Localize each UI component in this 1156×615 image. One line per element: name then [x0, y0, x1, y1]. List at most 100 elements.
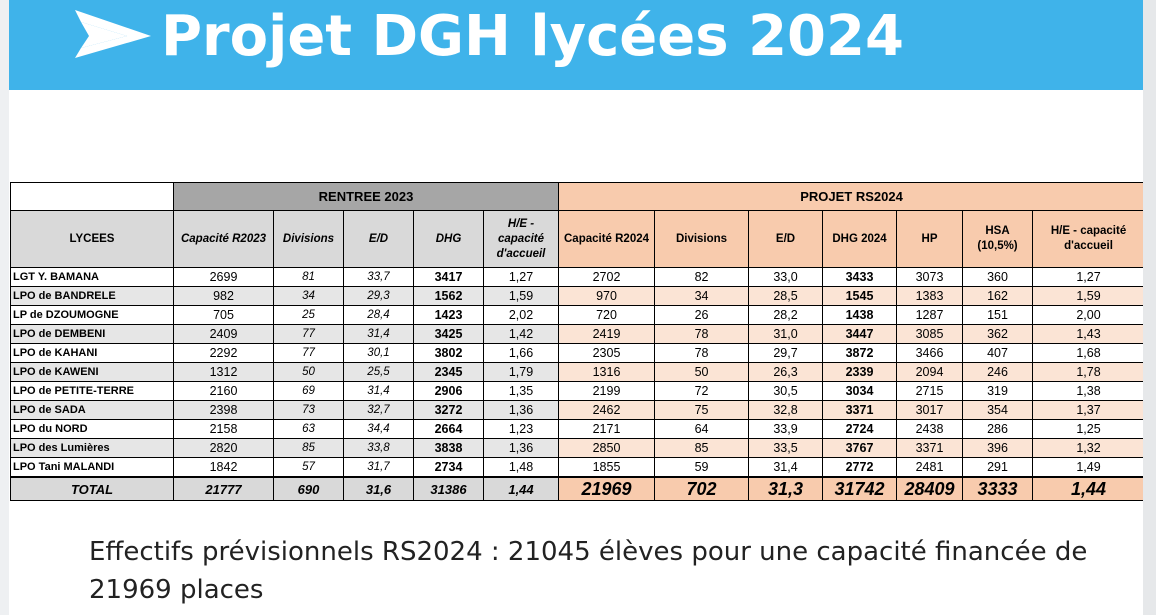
cell-div2024: 34: [654, 286, 750, 306]
cell-div2023: 69: [273, 381, 344, 401]
cell-cap2023: 2409: [173, 324, 274, 344]
cell-hp: 1287: [896, 305, 964, 325]
cell-name: LPO des Lumières: [10, 438, 174, 458]
cell-dhg2023: 2345: [413, 362, 484, 382]
cell-hp: 1383: [896, 286, 964, 306]
cell-ed2024: 30,5: [748, 381, 824, 401]
cell-hp: 3371: [896, 438, 964, 458]
cell-dhg2024: 3034: [822, 381, 898, 401]
cell-div2023: 25: [273, 305, 344, 325]
cell-cap2024: 2171: [558, 419, 656, 439]
cell-dhg2024: 3433: [822, 267, 898, 287]
cell-cap2023: 2292: [173, 343, 274, 363]
cell-div2024: 50: [654, 362, 750, 382]
table-row: LPO de BANDRELE 982 34 29,3 1562 1,59 970 34 28,…: [10, 286, 1146, 306]
col-divisions-2024: Divisions: [654, 210, 750, 268]
cell-div2023: 81: [273, 267, 344, 287]
cell-hsa: 396: [962, 438, 1034, 458]
cell-name: LPO de KAHANI: [10, 343, 174, 363]
title-banner: Projet DGH lycées 2024: [9, 0, 1143, 90]
cell-he2024: 1,78: [1032, 362, 1146, 382]
cell-cap2024: 2850: [558, 438, 656, 458]
table-row: LPO de SADA 2398 73 32,7 3272 1,36 2462 75 32,8 3…: [10, 400, 1146, 420]
group-rentree-2023: RENTREE 2023: [172, 182, 560, 211]
total-hp: 28409: [896, 476, 964, 501]
cell-dhg2023: 3802: [413, 343, 484, 363]
cell-cap2023: 2158: [173, 419, 274, 439]
cell-hsa: 362: [962, 324, 1034, 344]
cell-cap2024: 2305: [558, 343, 656, 363]
group-projet-rs2024: PROJET RS2024: [558, 182, 1146, 211]
cell-cap2023: 2699: [173, 267, 274, 287]
table-row: LPO de KAWENI 1312 50 25,5 2345 1,79 1316 50 26,…: [10, 362, 1146, 382]
cell-dhg2023: 2734: [413, 457, 484, 478]
total-dhg2024: 31742: [822, 476, 898, 501]
cell-dhg2024: 2724: [822, 419, 898, 439]
cell-hp: 2715: [896, 381, 964, 401]
cell-dhg2024: 2339: [822, 362, 898, 382]
cell-hp: 2481: [896, 457, 964, 478]
page-edge: [1143, 0, 1156, 615]
cell-div2024: 26: [654, 305, 750, 325]
cell-cap2024: 2462: [558, 400, 656, 420]
col-ed-2024: E/D: [748, 210, 824, 268]
cell-dhg2024: 3872: [822, 343, 898, 363]
col-dhg-2023: DHG: [413, 210, 484, 268]
col-divisions-2023: Divisions: [273, 210, 344, 268]
total-he2023: 1,44: [482, 476, 560, 501]
col-hsa: HSA (10,5%): [962, 210, 1034, 268]
total-div2023: 690: [273, 476, 344, 501]
cell-cap2024: 970: [558, 286, 656, 306]
cell-ed2023: 31,4: [343, 324, 414, 344]
cell-dhg2023: 2906: [413, 381, 484, 401]
cell-div2024: 59: [654, 457, 750, 478]
cell-ed2024: 33,0: [748, 267, 824, 287]
cell-cap2024: 2419: [558, 324, 656, 344]
cell-hsa: 291: [962, 457, 1034, 478]
cell-dhg2023: 3838: [413, 438, 484, 458]
cell-cap2023: 2398: [173, 400, 274, 420]
cell-ed2023: 34,4: [343, 419, 414, 439]
total-div2024: 702: [654, 476, 750, 501]
table-row: LPO de DEMBENI 2409 77 31,4 3425 1,42 2419 78 31…: [10, 324, 1146, 344]
cell-ed2024: 31,0: [748, 324, 824, 344]
cell-ed2024: 33,5: [748, 438, 824, 458]
cell-hsa: 319: [962, 381, 1034, 401]
cell-dhg2023: 3272: [413, 400, 484, 420]
total-cap2023: 21777: [173, 476, 274, 501]
cell-name: LPO de BANDRELE: [10, 286, 174, 306]
cell-hsa: 286: [962, 419, 1034, 439]
cell-he2024: 1,25: [1032, 419, 1146, 439]
cell-hsa: 151: [962, 305, 1034, 325]
group-header-row: RENTREE 2023 PROJET RS2024: [10, 182, 1146, 211]
cell-div2023: 57: [273, 457, 344, 478]
cell-cap2024: 2199: [558, 381, 656, 401]
cell-div2023: 77: [273, 324, 344, 344]
col-lycees: LYCEES: [10, 210, 174, 268]
cell-dhg2023: 2664: [413, 419, 484, 439]
cell-cap2024: 1855: [558, 457, 656, 478]
table-row: LPO de PETITE-TERRE 2160 69 31,4 2906 1,35 219…: [10, 381, 1146, 401]
cell-ed2023: 30,1: [343, 343, 414, 363]
col-he-2024: H/E - capacité d'accueil: [1032, 210, 1146, 268]
total-row: TOTAL 21777 690 31,6 31386 1,44 21969 70…: [10, 476, 1146, 501]
dgh-table: RENTREE 2023 PROJET RS2024 LYCEES Capaci…: [10, 182, 1146, 501]
cell-name: LPO de KAWENI: [10, 362, 174, 382]
cell-he2023: 1,35: [482, 381, 560, 401]
total-he2024: 1,44: [1032, 476, 1146, 501]
table-row: LP de DZOUMOGNE 705 25 28,4 1423 2,02 720 26 28,…: [10, 305, 1146, 325]
total-dhg2023: 31386: [413, 476, 484, 501]
cell-dhg2023: 1562: [413, 286, 484, 306]
cell-div2024: 82: [654, 267, 750, 287]
cell-hsa: 162: [962, 286, 1034, 306]
cell-div2023: 50: [273, 362, 344, 382]
cell-name: LPO de SADA: [10, 400, 174, 420]
cell-he2023: 2,02: [482, 305, 560, 325]
cell-he2024: 1,43: [1032, 324, 1146, 344]
cell-div2024: 78: [654, 324, 750, 344]
cell-hp: 3017: [896, 400, 964, 420]
column-header-row: LYCEES Capacité R2023 Divisions E/D DHG …: [10, 210, 1146, 268]
cell-cap2024: 720: [558, 305, 656, 325]
cell-div2024: 85: [654, 438, 750, 458]
cell-dhg2024: 1545: [822, 286, 898, 306]
